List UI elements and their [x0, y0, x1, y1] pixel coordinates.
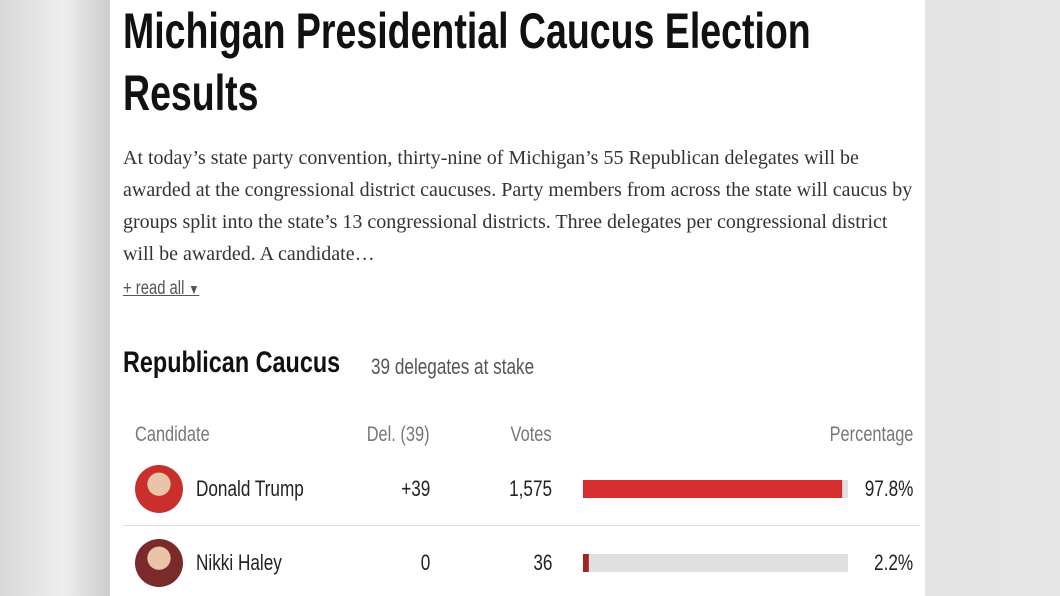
column-header: Percentage	[829, 423, 913, 446]
candidate-name: Nikki Haley	[196, 550, 282, 575]
bar-track	[583, 554, 848, 572]
intro-text: At today’s state party convention, thirt…	[123, 147, 913, 265]
read-all-text[interactable]: + read all	[123, 278, 185, 299]
candidate-name: Donald Trump	[196, 476, 304, 501]
candidate-photo	[135, 465, 183, 513]
percentage-label: 2.2%	[873, 550, 913, 575]
candidate-photo	[135, 539, 183, 587]
column-header: Votes	[511, 423, 552, 446]
percentage-label: 97.8%	[864, 476, 913, 501]
votes: 1,575	[509, 476, 552, 501]
read-all-link[interactable]: + read all ▼	[123, 278, 200, 299]
column-header: Candidate	[135, 423, 210, 446]
delegates: 0	[420, 550, 430, 575]
bar-fill	[583, 554, 589, 572]
votes: 36	[532, 550, 552, 575]
row-separator	[123, 525, 920, 526]
article: Michigan Presidential Caucus Election Re…	[110, 0, 925, 596]
race-subtitle: 39 delegates at stake	[371, 354, 535, 379]
percentage-bar	[583, 480, 848, 498]
race-title: Republican Caucus	[123, 346, 341, 379]
column-header: Del. (39)	[367, 423, 430, 446]
bar-fill	[583, 480, 843, 498]
page-title: Michigan Presidential Caucus Election Re…	[123, 3, 811, 121]
delegates: +39	[400, 476, 430, 501]
percentage-bar	[583, 554, 848, 572]
